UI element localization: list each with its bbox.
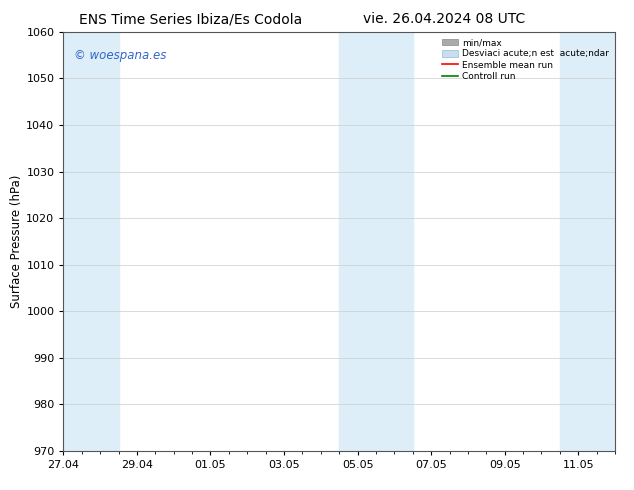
Text: © woespana.es: © woespana.es xyxy=(74,49,167,62)
Y-axis label: Surface Pressure (hPa): Surface Pressure (hPa) xyxy=(11,174,23,308)
Legend: min/max, Desviaci acute;n est  acute;ndar, Ensemble mean run, Controll run: min/max, Desviaci acute;n est acute;ndar… xyxy=(440,36,611,83)
Bar xyxy=(63,32,119,451)
Bar xyxy=(339,32,413,451)
Text: vie. 26.04.2024 08 UTC: vie. 26.04.2024 08 UTC xyxy=(363,12,525,26)
Text: ENS Time Series Ibiza/Es Codola: ENS Time Series Ibiza/Es Codola xyxy=(79,12,302,26)
Bar xyxy=(560,32,615,451)
